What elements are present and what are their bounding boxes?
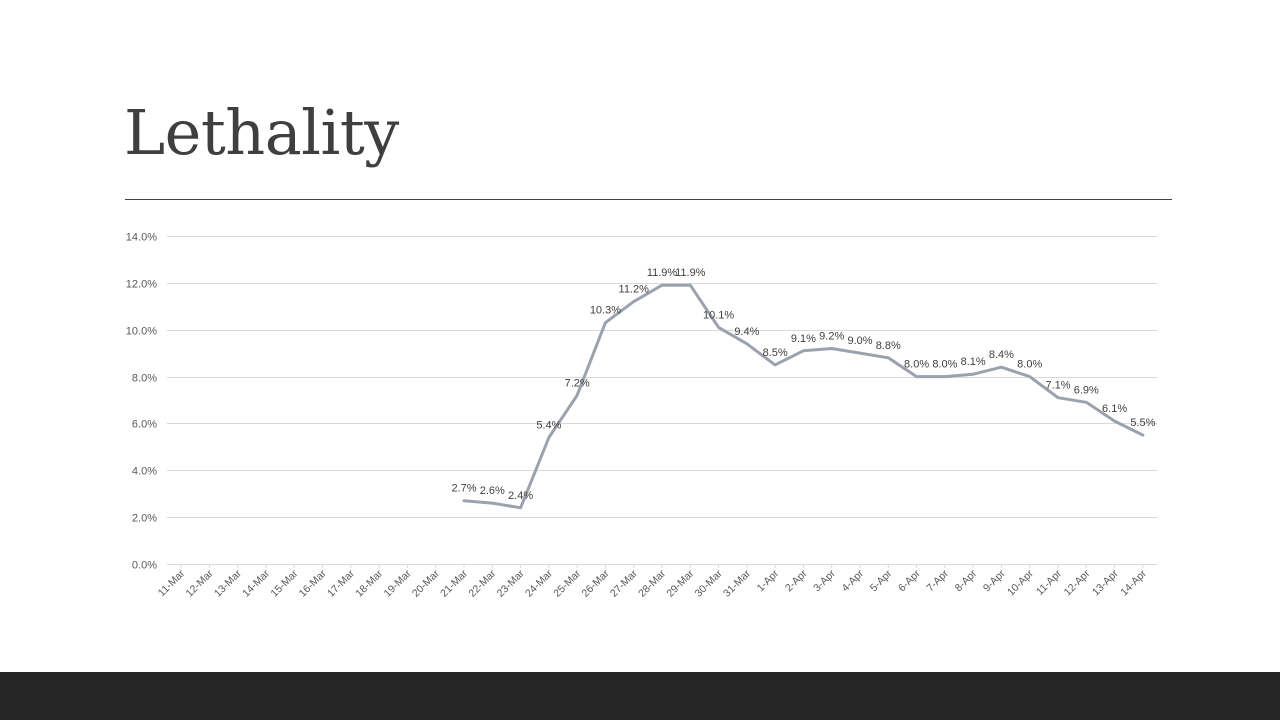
x-tick-label: 21-Mar [438,567,470,599]
x-axis-tick-labels: 11-Mar12-Mar13-Mar14-Mar15-Mar16-Mar17-M… [156,564,1149,600]
x-tick-label: 31-Mar [721,567,753,599]
gridlines [167,236,1157,565]
x-tick-label: 9-Apr [981,567,1008,594]
y-axis-tick-labels: 0.0% 2.0% 4.0% 6.0% 8.0% 10.0% 12.0% 14.0% [126,232,157,572]
y-tick-label: 2.0% [132,513,157,525]
x-tick-label: 29-Mar [664,567,696,599]
x-tick-label: 10-Apr [1005,567,1036,598]
series-lines [462,283,1145,510]
x-tick-label: 30-Mar [693,567,725,599]
x-tick-label: 15-Mar [268,567,300,599]
y-tick-label: 0.0% [132,560,157,572]
x-tick-label: 14-Apr [1118,567,1149,598]
data-label: 9.0% [847,335,872,347]
x-tick-label: 17-Mar [325,567,357,599]
x-tick-label: 6-Apr [896,567,923,594]
x-tick-label: 8-Apr [953,567,980,594]
y-tick-label: 14.0% [126,232,157,244]
data-label: 10.1% [703,309,734,321]
data-label: 8.4% [989,349,1014,361]
x-tick-label: 12-Mar [184,567,216,599]
x-tick-label: 2-Apr [783,567,810,594]
x-tick-label: 11-Mar [156,567,188,599]
y-tick-label: 8.0% [132,373,157,385]
data-label: 7.1% [1045,380,1070,392]
data-label: 5.5% [1130,417,1155,429]
data-label: 8.0% [904,359,929,371]
data-label: 8.0% [932,359,957,371]
y-tick-label: 12.0% [126,279,157,291]
x-tick-label: 7-Apr [924,567,951,594]
data-label: 9.2% [819,330,844,342]
data-label: 2.4% [508,490,533,502]
lethality-line-chart: 0.0% 2.0% 4.0% 6.0% 8.0% 10.0% 12.0% 14.0% 11-M… [126,232,1157,600]
x-tick-label: 18-Mar [353,567,385,599]
x-tick-label: 28-Mar [636,567,668,599]
data-label: 8.5% [763,347,788,359]
title-divider [125,199,1172,200]
data-label: 10.3% [590,305,621,317]
slide-title: Lethality [124,96,399,169]
x-tick-label: 11-Apr [1034,567,1065,598]
y-tick-label: 4.0% [132,466,157,478]
x-tick-label: 5-Apr [868,567,895,594]
x-tick-label: 3-Apr [811,567,838,594]
data-label: 11.2% [619,284,650,296]
data-label: 11.9% [675,267,706,279]
x-tick-label: 12-Apr [1062,567,1093,598]
x-tick-label: 14-Mar [240,567,272,599]
data-label: 6.1% [1102,403,1127,415]
y-tick-label: 10.0% [126,326,157,338]
x-tick-label: 1-Apr [755,567,782,594]
x-tick-label: 13-Apr [1090,567,1121,598]
data-label: 6.9% [1074,384,1099,396]
x-tick-label: 25-Mar [551,567,583,599]
x-tick-label: 20-Mar [410,567,442,599]
series-line [462,283,1145,510]
data-labels: 2.7% 2.6% 2.4% 5.4% 7.2% 10.3% 11.2% 11.9%11.9%… [451,267,1155,502]
data-label: 11.9% [647,267,678,279]
data-label: 2.7% [451,483,476,495]
data-label: 8.1% [961,356,986,368]
footer-bar [0,672,1280,720]
data-label: 9.4% [734,326,759,338]
data-label: 9.1% [791,333,816,345]
x-tick-label: 26-Mar [580,567,612,599]
y-tick-label: 6.0% [132,419,157,431]
x-tick-label: 24-Mar [523,567,555,599]
x-tick-label: 19-Mar [382,567,414,599]
x-tick-label: 22-Mar [466,567,498,599]
data-label: 7.2% [565,377,590,389]
x-tick-label: 27-Mar [608,567,640,599]
x-tick-label: 16-Mar [297,567,329,599]
x-tick-label: 13-Mar [212,567,244,599]
data-label: 8.8% [876,340,901,352]
x-tick-label: 4-Apr [839,567,866,594]
x-tick-label: 23-Mar [495,567,527,599]
data-label: 5.4% [536,419,561,431]
data-label: 2.6% [480,485,505,497]
data-label: 8.0% [1017,359,1042,371]
